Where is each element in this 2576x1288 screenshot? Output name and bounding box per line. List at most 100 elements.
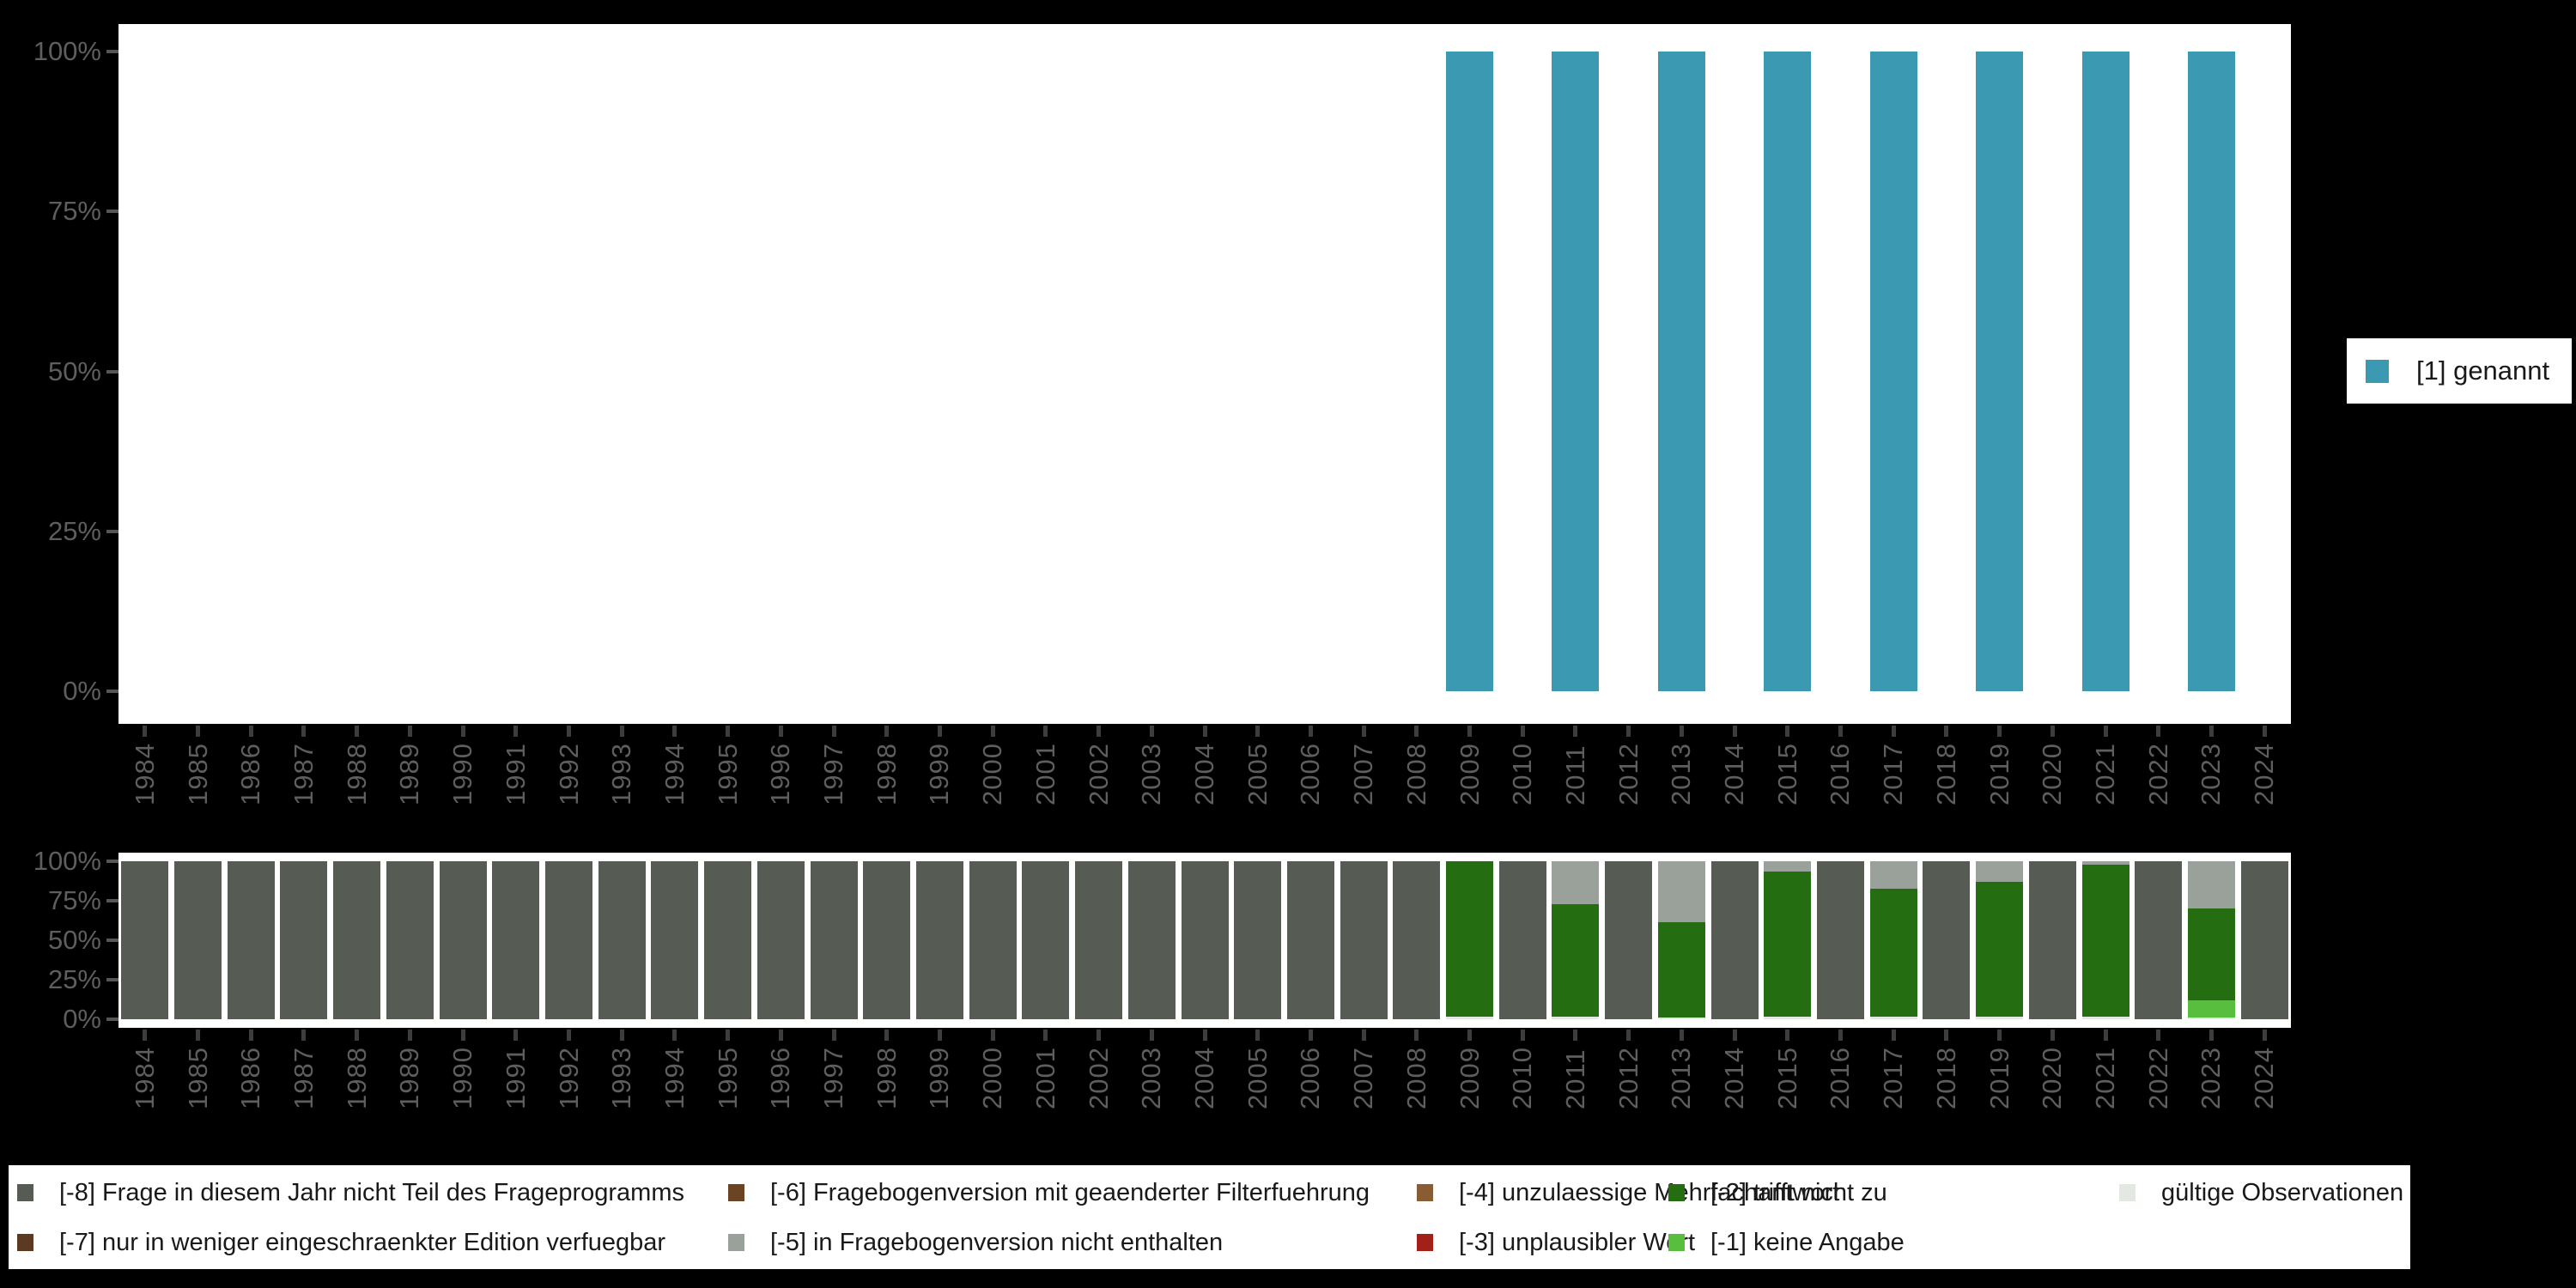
year-axis-label: 1987: [288, 1047, 319, 1109]
x-axis-tick: [2262, 726, 2267, 737]
stacked-segment-1996: [756, 861, 805, 1019]
x-axis-tick: [407, 1030, 412, 1041]
x-axis-tick: [143, 726, 148, 737]
legend-item--5: [-5] in Fragebogenversion nicht enthalte…: [728, 1225, 1223, 1260]
stacked-segment-1993: [598, 861, 646, 1019]
x-axis-tick: [937, 1030, 942, 1041]
stacked-segment-1985: [174, 861, 222, 1019]
year-axis-label: 2008: [1400, 743, 1431, 805]
x-axis-tick: [1467, 1030, 1473, 1041]
percent-axis-label: 50%: [47, 355, 101, 386]
x-axis-tick: [2050, 1030, 2055, 1041]
stacked-segment-2017: [1869, 861, 1917, 890]
year-axis-label: 1990: [447, 1047, 478, 1109]
stacked-segment-1987: [280, 861, 328, 1019]
x-axis-tick: [1361, 726, 1366, 737]
year-axis-label: 2012: [1613, 743, 1643, 805]
x-axis-tick: [1732, 1030, 1737, 1041]
x-axis-tick: [937, 726, 942, 737]
x-axis-tick: [355, 1030, 360, 1041]
year-axis-label: 2013: [1666, 743, 1697, 805]
stacked-segment-2021: [2081, 1017, 2129, 1019]
x-axis-tick: [301, 726, 307, 737]
x-axis-tick: [990, 1030, 995, 1041]
percent-axis-label: 100%: [33, 36, 101, 66]
legend-label: [-7] nur in weniger eingeschraenkter Edi…: [59, 1228, 666, 1256]
year-axis-label: 1994: [659, 1047, 690, 1109]
x-axis-tick: [778, 726, 783, 737]
x-axis-tick: [1149, 726, 1154, 737]
x-axis-tick: [248, 1030, 253, 1041]
stacked-segment-2015: [1764, 871, 1812, 1018]
x-axis-tick: [619, 726, 624, 737]
y-axis-tick: [106, 529, 118, 533]
year-axis-label: 1991: [500, 1047, 531, 1109]
legend-label: [-3] unplausibler Wert: [1459, 1228, 1696, 1256]
x-axis-tick: [1573, 1030, 1578, 1041]
year-axis-label: 2006: [1295, 743, 1326, 805]
legend-swatch: [728, 1184, 744, 1201]
x-axis-tick: [1944, 726, 1949, 737]
year-axis-label: 1988: [341, 743, 372, 805]
year-axis-label: 1996: [765, 743, 796, 805]
year-axis-label: 1998: [871, 743, 902, 805]
legend-label: [-4] unzulaessige Mehrfachantwort: [1459, 1178, 1840, 1206]
stacked-segment-2010: [1498, 861, 1546, 1019]
legend-item--3: [-3] unplausibler Wert: [1417, 1225, 1695, 1260]
bar-2019: [1976, 52, 2024, 691]
x-axis-tick: [196, 726, 201, 737]
y-axis-tick: [106, 899, 118, 902]
legend-label: [-2] trifft nicht zu: [1710, 1178, 1887, 1206]
x-axis-tick: [672, 726, 677, 737]
stacked-segment-2000: [969, 861, 1017, 1019]
y-axis-tick: [106, 1018, 118, 1021]
year-axis-label: 2009: [1454, 743, 1485, 805]
x-axis-tick: [1361, 1030, 1366, 1041]
stacked-segment-2017: [1869, 1017, 1917, 1019]
x-axis-tick: [143, 1030, 148, 1041]
year-axis-label: 2002: [1083, 743, 1114, 805]
stacked-segment-1992: [545, 861, 592, 1019]
genannt-label: [1] genannt: [2416, 355, 2550, 386]
year-axis-label: 2016: [1825, 1047, 1856, 1109]
x-axis-tick: [2262, 1030, 2267, 1041]
year-axis-label: 2008: [1400, 1047, 1431, 1109]
x-axis-tick: [2208, 1030, 2214, 1041]
x-axis-tick: [831, 1030, 836, 1041]
top-chart-panel: [118, 24, 2291, 724]
bar-2017: [1869, 52, 1917, 691]
x-axis-tick: [460, 1030, 465, 1041]
year-axis-label: 2011: [1559, 744, 1590, 805]
year-axis-label: 2016: [1825, 743, 1856, 805]
year-axis-label: 1999: [924, 1047, 955, 1109]
stacked-segment-2011: [1552, 861, 1600, 904]
x-axis-tick: [1467, 726, 1473, 737]
x-axis-tick: [1997, 1030, 2002, 1041]
y-axis-tick: [106, 50, 118, 53]
year-axis-label: 1990: [447, 743, 478, 805]
year-axis-label: 2014: [1719, 743, 1750, 805]
year-axis-label: 2005: [1242, 743, 1273, 805]
stacked-segment-1999: [915, 861, 963, 1019]
x-axis-tick: [513, 1030, 519, 1041]
year-axis-label: 2017: [1878, 743, 1909, 805]
stacked-segment-2023: [2187, 908, 2235, 1000]
year-axis-label: 2024: [2249, 743, 2280, 805]
x-axis-tick: [567, 726, 571, 737]
stacked-segment-2016: [1816, 861, 1864, 1019]
x-axis-tick: [248, 726, 253, 737]
year-axis-label: 1986: [235, 1047, 266, 1109]
year-axis-label: 2015: [1771, 743, 1802, 805]
stacked-segment-2019: [1976, 881, 2024, 1018]
legend-swatch: [17, 1234, 33, 1251]
legend-swatch: [1417, 1184, 1433, 1201]
stacked-segment-2006: [1286, 861, 1334, 1019]
stacked-segment-1995: [704, 861, 752, 1019]
legend-item--8: [-8] Frage in diesem Jahr nicht Teil des…: [17, 1176, 684, 1210]
year-axis-label: 2007: [1348, 1047, 1379, 1109]
x-axis-tick: [619, 1030, 624, 1041]
percent-axis-label: 50%: [47, 925, 101, 955]
year-axis-label: 1989: [394, 1047, 425, 1109]
x-axis-tick: [1732, 726, 1737, 737]
legend-swatch: [2119, 1184, 2136, 1201]
